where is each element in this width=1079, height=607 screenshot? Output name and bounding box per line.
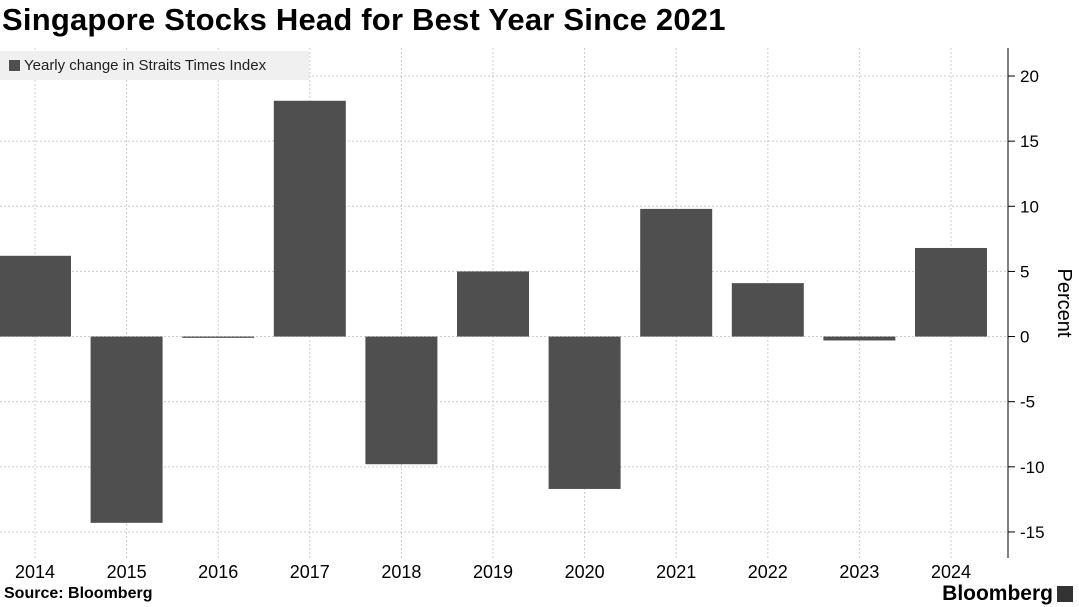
y-tick-label: 20 <box>1020 67 1039 86</box>
bar-2018 <box>365 336 438 465</box>
x-tick-label: 2020 <box>565 562 605 582</box>
bar-2019 <box>457 271 529 337</box>
y-tick-label: 5 <box>1020 262 1029 281</box>
chart-title: Singapore Stocks Head for Best Year Sinc… <box>2 2 726 37</box>
y-tick-label: 0 <box>1020 328 1029 347</box>
legend-swatch <box>9 60 20 71</box>
legend-label: Yearly change in Straits Times Index <box>24 57 267 74</box>
x-tick-label: 2017 <box>290 562 330 582</box>
bar-2023 <box>823 336 896 341</box>
y-axis-label: Percent <box>1053 269 1075 338</box>
x-axis-labels: 2014 2015 2016 2017 2018 2019 2020 2021 2022 2023… <box>15 562 971 582</box>
bar-2017 <box>273 100 346 337</box>
bloomberg-terminal-icon <box>1057 586 1073 602</box>
x-tick-label: 2023 <box>839 562 879 582</box>
brand-name: Bloomberg <box>942 582 1053 605</box>
y-tick-label: -5 <box>1020 393 1035 412</box>
x-tick-label: 2021 <box>656 562 696 582</box>
y-tick-label: -15 <box>1020 523 1045 542</box>
bar-2016 <box>182 336 255 338</box>
y-axis: 20 15 10 5 0 -5 -10 -15 <box>1007 48 1045 558</box>
x-tick-label: 2018 <box>381 562 421 582</box>
x-tick-label: 2022 <box>748 562 788 582</box>
legend: Yearly change in Straits Times Index <box>0 51 309 80</box>
source-note: Source: Bloomberg <box>4 585 153 602</box>
bar-2014 <box>0 255 71 337</box>
bar-2020 <box>548 336 621 489</box>
x-tick-label: 2016 <box>198 562 238 582</box>
x-tick-label: 2014 <box>15 562 55 582</box>
y-tick-label: 10 <box>1020 197 1039 216</box>
legend-background <box>0 51 309 80</box>
bar-2022 <box>731 283 804 337</box>
bar-2024 <box>915 247 987 337</box>
y-tick-label: 15 <box>1020 132 1039 151</box>
bar-2021 <box>640 208 713 337</box>
brand-logo: Bloomberg <box>942 582 1073 606</box>
bar-2015 <box>90 336 163 523</box>
x-tick-label: 2024 <box>931 562 971 582</box>
y-tick-label: -10 <box>1020 458 1045 477</box>
bars <box>0 100 987 523</box>
x-tick-label: 2015 <box>107 562 147 582</box>
x-tick-label: 2019 <box>473 562 513 582</box>
